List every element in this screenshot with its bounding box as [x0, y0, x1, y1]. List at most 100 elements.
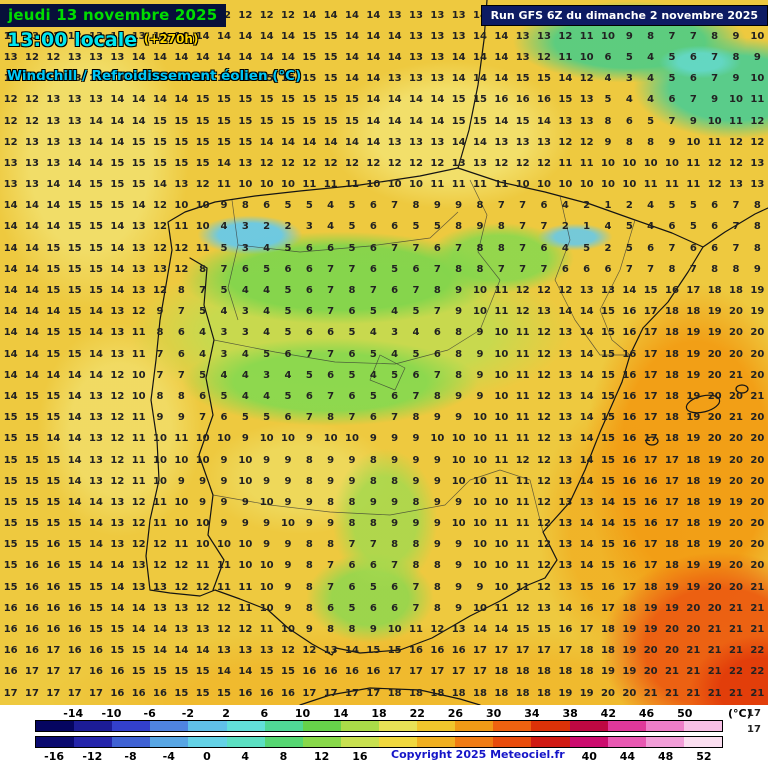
grid-value: 18 — [686, 306, 701, 318]
grid-value: 4 — [369, 369, 377, 381]
grid-value: 9 — [305, 496, 313, 508]
grid-value: 14 — [195, 51, 210, 63]
grid-value: 11 — [131, 433, 146, 445]
grid-value: 10 — [153, 454, 167, 466]
grid-value: 16 — [643, 496, 658, 508]
grid-value: 18 — [707, 285, 722, 297]
grid-value: 21 — [750, 602, 765, 614]
grid-value: 14 — [25, 200, 39, 212]
grid-value: 14 — [89, 115, 103, 127]
grid-value: 11 — [579, 157, 594, 169]
grid-value: 14 — [451, 73, 466, 85]
grid-value: 12 — [174, 581, 189, 593]
grid-value: 7 — [327, 560, 335, 572]
grid-value: 14 — [46, 433, 61, 445]
grid-value: 13 — [558, 433, 573, 445]
grid-value: 7 — [732, 221, 740, 233]
map-area[interactable]: 1313121213131313121312121212141414141313… — [0, 0, 768, 705]
grid-value: 5 — [348, 221, 356, 233]
grid-value: 7 — [199, 285, 207, 297]
grid-value: 9 — [412, 454, 420, 466]
grid-value: 8 — [391, 539, 399, 551]
grid-value: 14 — [345, 51, 359, 63]
grid-value: 13 — [558, 390, 573, 402]
grid-value: 13 — [174, 602, 189, 614]
grid-value: 15 — [89, 221, 103, 233]
grid-value: 11 — [515, 560, 530, 572]
grid-value: 21 — [750, 624, 765, 636]
grid-value: 14 — [345, 9, 359, 21]
grid-value: 11 — [131, 475, 146, 487]
grid-value: 12 — [537, 285, 551, 297]
grid-value: 6 — [284, 348, 292, 360]
grid-value: 12 — [195, 602, 210, 614]
grid-value: 14 — [110, 560, 125, 572]
grid-value: 5 — [369, 348, 377, 360]
grid-value: 9 — [348, 475, 356, 487]
grid-row: 15 15 14 14 13 12 11 10 11 10 10 9 10 10 9 10 10 9 9 9 10 10 1… — [0, 429, 768, 450]
grid-value: 8 — [732, 263, 740, 275]
grid-value: 13 — [3, 157, 18, 169]
grid-value: 14 — [601, 518, 615, 530]
grid-value: 12 — [430, 624, 445, 636]
grid-row: 14 14 15 15 15 14 13 12 12 11 5 3 4 5 6 6 5 6 7 7 6 7 8 8 7 6 4 5 2 5… — [0, 238, 768, 259]
grid-value: 13 — [131, 560, 146, 572]
grid-value: 17 — [643, 306, 658, 318]
grid-value: 8 — [241, 200, 249, 212]
grid-row: 16 16 17 16 16 15 15 14 14 14 13 13 13 12 12 13 14 15 15 16… — [0, 641, 768, 662]
grid-value: 14 — [153, 51, 167, 63]
grid-value: 10 — [195, 221, 210, 233]
grid-value: 15 — [67, 348, 82, 360]
grid-value: 8 — [369, 454, 377, 466]
grid-row: 14 14 15 15 15 14 13 13 12 8 7 6 5 6 6 7 7 6 5 6 7 8 8 7 7 7 6 6 6 7 7… — [0, 259, 768, 280]
grid-value: 13 — [515, 30, 530, 42]
grid-value: 14 — [622, 285, 637, 297]
grid-value: 8 — [305, 581, 313, 593]
grid-value: 14 — [558, 602, 573, 614]
grid-value: 15 — [451, 94, 466, 106]
grid-value: 14 — [259, 51, 274, 63]
grid-value: 7 — [348, 539, 356, 551]
grid-value: 12 — [707, 157, 722, 169]
grid-value: 11 — [515, 433, 530, 445]
grid-value: 16 — [25, 560, 39, 572]
grid-value: 7 — [305, 348, 313, 360]
grid-value: 7 — [327, 348, 335, 360]
grid-value: 15 — [195, 136, 210, 148]
grid-value: 6 — [241, 263, 249, 275]
grid-value: 12 — [537, 518, 551, 530]
grid-value: 20 — [729, 433, 743, 445]
grid-value: 10 — [473, 285, 487, 297]
grid-value: 14 — [89, 496, 103, 508]
grid-value: 15 — [451, 115, 466, 127]
grid-value: 9 — [284, 581, 292, 593]
grid-value: 11 — [259, 624, 274, 636]
grid-value: 14 — [366, 9, 381, 21]
grid-row: 15 15 15 15 14 13 12 11 10 10 9 9 9 10 9 9 8 8 9 9 9 10 10 11 11… — [0, 514, 768, 535]
grid-value: 15 — [558, 94, 573, 106]
grid-value: 17 — [89, 687, 103, 699]
grid-value: 16 — [3, 602, 18, 614]
grid-value: 12 — [174, 242, 189, 254]
colorbar-segment — [569, 737, 608, 747]
grid-value: 14 — [110, 73, 125, 85]
colorbar-tick-label: 40 — [581, 750, 597, 763]
grid-value: 14 — [259, 136, 274, 148]
grid-value: 6 — [433, 327, 441, 339]
grid-value: 14 — [110, 221, 125, 233]
grid-value: 15 — [67, 285, 82, 297]
grid-value: 13 — [46, 157, 61, 169]
grid-value: 17 — [643, 560, 658, 572]
grid-value: 6 — [391, 285, 399, 297]
grid-value: 14 — [110, 136, 125, 148]
grid-value: 14 — [25, 369, 39, 381]
grid-value: 12 — [25, 51, 39, 63]
grid-value: 18 — [494, 687, 509, 699]
grid-value: 5 — [689, 200, 697, 212]
grid-value: 15 — [67, 200, 82, 212]
colorbar-tick-label: 18 — [371, 707, 387, 720]
grid-value: 14 — [579, 518, 594, 530]
grid-value: 17 — [494, 645, 509, 657]
grid-value: 12 — [174, 560, 189, 572]
grid-value: 17 — [366, 687, 381, 699]
